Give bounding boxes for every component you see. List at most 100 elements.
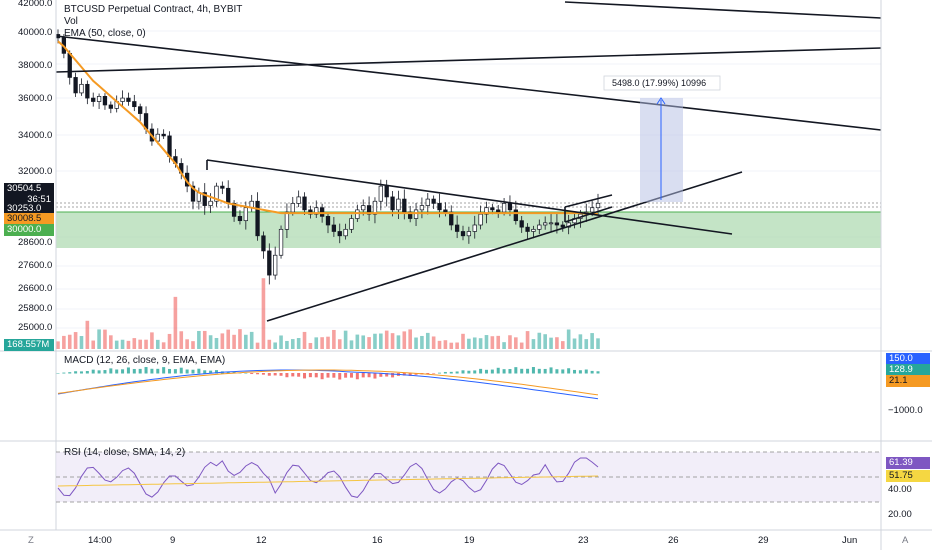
- macd-hist-bar: [373, 373, 377, 379]
- macd-hist-bar: [508, 369, 512, 374]
- macd-hist-bar: [467, 370, 471, 374]
- volume-bar: [67, 334, 72, 349]
- ema-line: [57, 40, 598, 215]
- candle: [85, 83, 90, 99]
- volume-bar: [208, 335, 213, 349]
- legend-rsi: RSI (14, close, SMA, 14, 2): [64, 447, 186, 458]
- candle: [67, 53, 72, 78]
- macd-hist-bar: [443, 371, 447, 374]
- candle: [302, 196, 307, 211]
- candle: [73, 77, 78, 94]
- candle: [325, 216, 331, 226]
- volume-bar: [314, 337, 319, 349]
- macd-hist-bar: [379, 373, 383, 377]
- candle: [413, 209, 419, 219]
- candle: [384, 185, 389, 198]
- candle: [308, 209, 313, 215]
- macd-hist-bar: [349, 373, 353, 378]
- macd-line: [57, 369, 599, 400]
- macd-hist-bar: [115, 369, 119, 374]
- macd-hist-bar: [344, 373, 348, 378]
- volume-bar: [560, 341, 565, 349]
- macd-hist-bar: [573, 369, 577, 374]
- candle: [91, 97, 96, 102]
- macd-hist-bar: [291, 373, 295, 377]
- macd-hist-bar: [496, 367, 500, 374]
- volume-bar: [126, 340, 131, 349]
- candle: [202, 192, 207, 206]
- rsi-ma-tag: 51.75: [886, 470, 930, 482]
- candle: [314, 207, 319, 215]
- legend-title: BTCUSD Perpetual Contract, 4h, BYBIT: [64, 4, 243, 15]
- macd-hist-bar: [514, 367, 518, 374]
- macd-tag: 150.0: [886, 353, 930, 365]
- volume-bar: [420, 335, 424, 349]
- volume-bar: [555, 337, 559, 349]
- candle: [126, 97, 131, 102]
- macd-hist-bar: [162, 367, 166, 374]
- macd-hist-bar: [332, 373, 336, 378]
- measure-label-box: [603, 75, 721, 91]
- candle: [501, 203, 507, 213]
- macd-hist-bar: [449, 371, 453, 374]
- volume-bar: [343, 330, 348, 349]
- volume-bar: [461, 333, 465, 349]
- measure-label: 5498.0 (17.99%) 10996: [612, 78, 707, 88]
- volume-bar: [408, 329, 412, 349]
- candle: [548, 222, 554, 225]
- volume-bar: [296, 338, 301, 349]
- candle: [484, 207, 489, 215]
- candle: [261, 235, 266, 252]
- candle: [349, 218, 354, 230]
- volume-bar: [425, 332, 430, 349]
- candle: [138, 106, 143, 114]
- price-tick: 34000.0: [18, 130, 53, 141]
- macd-hist-bar: [361, 373, 365, 378]
- macd-hist-bar: [250, 373, 254, 375]
- candle: [525, 226, 530, 232]
- macd-hist-bar: [555, 369, 559, 374]
- triangle-upper: [206, 159, 733, 235]
- volume-bar: [332, 329, 336, 349]
- candle: [449, 211, 454, 226]
- macd-hist-bar: [203, 370, 207, 374]
- volume-bar: [572, 338, 577, 349]
- macd-hist-bar: [520, 368, 524, 374]
- macd-hist-bar: [432, 373, 436, 374]
- candle: [290, 203, 295, 213]
- volume-bar: [379, 333, 383, 349]
- candle: [319, 207, 325, 217]
- trendline-top-3: [55, 35, 882, 131]
- candle: [460, 231, 466, 237]
- macd-hist-bar: [408, 373, 412, 376]
- macd-hist-bar: [209, 370, 213, 374]
- candle: [337, 231, 342, 237]
- volume-bar: [390, 333, 395, 349]
- candle: [214, 185, 219, 202]
- macd-hist-bar: [303, 373, 307, 379]
- volume-bar: [144, 339, 148, 349]
- candle: [96, 96, 102, 102]
- price-tick: 25800.0: [18, 303, 53, 314]
- candle: [355, 209, 360, 219]
- measure-arrow-head: [656, 97, 666, 105]
- macd-hist-bar: [455, 371, 459, 374]
- candle: [243, 207, 248, 222]
- timezone-button[interactable]: Z: [28, 535, 34, 546]
- candle: [419, 205, 425, 211]
- candle: [108, 104, 113, 109]
- wedge-upper: [564, 194, 613, 208]
- macd-hist-bar: [85, 371, 89, 374]
- candle: [231, 203, 237, 217]
- candle: [437, 203, 442, 211]
- macd-hist-bar: [103, 370, 107, 374]
- macd-hist-bar: [121, 369, 125, 374]
- candles: [55, 29, 601, 285]
- volume-bar: [255, 342, 260, 349]
- macd-hist-bar: [537, 368, 541, 374]
- volume-bar: [132, 338, 137, 349]
- volume-bar: [120, 339, 125, 349]
- candle: [331, 224, 337, 232]
- auto-scale-button[interactable]: A: [902, 535, 909, 546]
